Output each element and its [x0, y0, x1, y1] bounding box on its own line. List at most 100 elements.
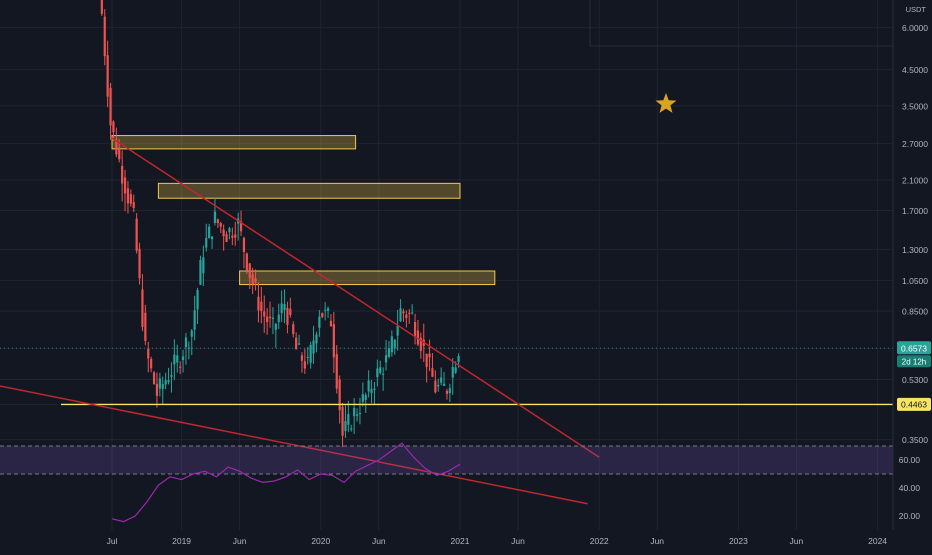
candle-body [303, 361, 306, 369]
candle-body [355, 414, 359, 416]
candle-body [199, 260, 202, 285]
price-axis-tick-label: 0.3500 [902, 435, 928, 445]
quote-currency-label: USDT [906, 5, 927, 14]
candle-body [376, 368, 379, 377]
resistance-zone[interactable] [111, 135, 357, 150]
candle-body [115, 138, 118, 155]
candle-body [167, 380, 170, 383]
price-axis-tick-label: 1.7000 [902, 206, 928, 216]
candle-body [309, 344, 312, 363]
candle-body [202, 257, 205, 274]
candle-body [213, 211, 217, 223]
candle-body [347, 414, 350, 425]
time-axis-tick-label: Jun [511, 536, 525, 546]
time-axis-tick-label: 2020 [311, 536, 330, 546]
candle-body [179, 366, 182, 368]
resistance-zones[interactable] [111, 135, 496, 286]
candle-body [103, 16, 106, 57]
candle-body [208, 226, 211, 239]
trendline[interactable] [111, 137, 600, 458]
candle-body [445, 390, 449, 394]
candle-body [251, 274, 254, 285]
candle-body [286, 307, 289, 325]
candle-body [448, 388, 451, 394]
trendline[interactable] [0, 369, 588, 505]
candle-body [442, 383, 446, 386]
candle-body [271, 317, 275, 319]
candle-body [411, 312, 414, 314]
axes: 6.0000 4.5000 3.5000 2.7000 2.1000 1.7000 1.30… [107, 0, 931, 546]
candle-body [332, 324, 335, 358]
price-axis-tick-label: 1.0500 [902, 276, 928, 286]
candle-body [358, 412, 362, 414]
candle-body [335, 354, 338, 389]
candle-body [431, 368, 434, 377]
candle-body [399, 308, 402, 322]
oscillator-tick-label: 20.00 [899, 511, 921, 521]
candle-body [129, 194, 132, 204]
candle-body [184, 337, 188, 348]
candle-body [289, 308, 292, 315]
candle-body [225, 234, 228, 242]
candle-body [121, 165, 124, 184]
candle-body [341, 406, 344, 436]
candle-body [280, 303, 283, 314]
time-axis-tick-label: 2021 [451, 536, 470, 546]
candle-body [123, 177, 127, 194]
time-axis-tick-label: Jul [107, 536, 118, 546]
candle-body [161, 384, 164, 389]
resistance-zone[interactable] [157, 182, 461, 199]
candle-body [393, 339, 396, 349]
candle-body [451, 367, 454, 378]
candle-body [173, 354, 176, 365]
candle-body [324, 309, 327, 311]
oscillator-line [111, 442, 461, 523]
candle-body [144, 312, 147, 341]
trendlines[interactable] [0, 137, 893, 505]
candle-body [245, 253, 248, 271]
candle-body [437, 384, 440, 387]
candle-body [353, 408, 356, 417]
candle-body [297, 343, 301, 345]
candle-body [440, 377, 443, 383]
candle-body [318, 316, 321, 328]
candle-body [126, 188, 130, 204]
candle-body [234, 234, 237, 238]
candle-body [254, 278, 257, 283]
time-axis-tick-label: Jun [650, 536, 664, 546]
time-axis-tick-label: Jun [233, 536, 247, 546]
candle-body [147, 348, 150, 359]
candle-body [210, 236, 214, 240]
candle-body [100, 0, 103, 14]
price-axis-tick-label: 4.5000 [902, 65, 928, 75]
candle-body [118, 147, 121, 160]
candle-body [274, 323, 277, 330]
countdown-label-box [897, 355, 931, 368]
candle-body [326, 308, 330, 311]
candle-body [193, 310, 196, 330]
price-axis-tick-label: 2.7000 [902, 139, 928, 149]
candle-body [277, 314, 280, 322]
time-axis-tick-label: Jun [790, 536, 804, 546]
candle-body [176, 355, 179, 363]
candle-body [295, 337, 298, 350]
candle-body [216, 219, 219, 223]
price-axis-tick-label: 2.1000 [902, 175, 928, 185]
candle-body [231, 235, 234, 238]
grid-lines [0, 0, 893, 530]
candle-body [109, 87, 112, 126]
price-axis-tick-label: 3.5000 [902, 101, 928, 111]
candle-body [138, 248, 141, 279]
candle-body [312, 340, 315, 354]
candle-body [196, 289, 199, 310]
time-axis-tick-label: 2023 [729, 536, 748, 546]
resistance-zone[interactable] [239, 270, 496, 286]
candle-body [112, 121, 115, 133]
candle-body [300, 355, 304, 361]
candle-body [268, 316, 272, 318]
candle-body [390, 336, 393, 353]
price-axis-tick-label: 1.3000 [902, 245, 928, 255]
candle-body [158, 378, 161, 389]
